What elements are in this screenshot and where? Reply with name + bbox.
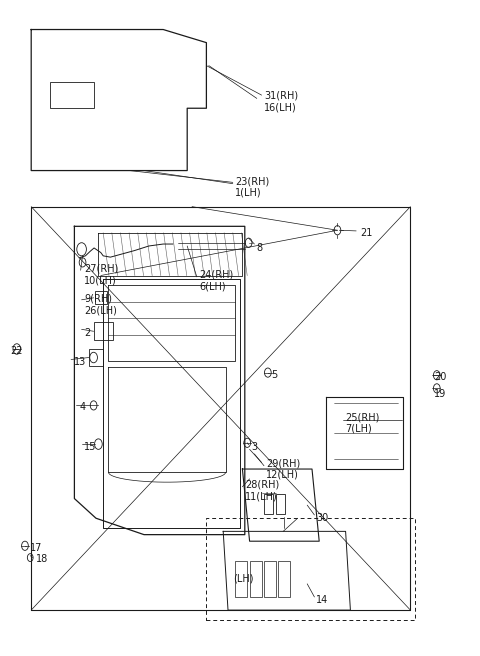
Text: 14: 14 xyxy=(316,595,328,605)
Text: 21: 21 xyxy=(360,228,372,238)
Text: 28(RH)
11(LH): 28(RH) 11(LH) xyxy=(245,480,279,501)
Bar xyxy=(264,561,276,597)
Text: 4: 4 xyxy=(79,401,85,412)
Text: 18: 18 xyxy=(36,554,48,564)
Text: (LH): (LH) xyxy=(233,573,253,584)
Text: 29(RH)
12(LH): 29(RH) 12(LH) xyxy=(266,459,300,480)
Text: 8: 8 xyxy=(257,243,263,253)
Bar xyxy=(95,291,107,304)
Text: 17: 17 xyxy=(30,543,42,553)
Bar xyxy=(206,518,415,620)
Bar xyxy=(89,349,103,365)
Text: 20: 20 xyxy=(434,372,447,382)
Bar xyxy=(50,82,94,108)
Text: 27(RH)
10(LH): 27(RH) 10(LH) xyxy=(84,264,119,285)
Text: 19: 19 xyxy=(434,388,447,399)
Text: 24(RH)
6(LH): 24(RH) 6(LH) xyxy=(199,270,233,291)
Bar xyxy=(250,561,262,597)
Bar xyxy=(94,322,113,340)
Text: 25(RH)
7(LH): 25(RH) 7(LH) xyxy=(346,413,380,434)
Text: 22: 22 xyxy=(11,346,23,356)
Text: 31(RH)
16(LH): 31(RH) 16(LH) xyxy=(264,91,298,112)
Bar xyxy=(276,494,285,514)
Text: 30: 30 xyxy=(317,513,329,523)
Text: 2: 2 xyxy=(84,328,90,338)
Text: 3: 3 xyxy=(252,442,258,453)
Bar xyxy=(235,561,247,597)
Text: 15: 15 xyxy=(84,442,96,453)
Text: 23(RH)
1(LH): 23(RH) 1(LH) xyxy=(235,176,269,197)
Text: 5: 5 xyxy=(271,370,277,380)
Bar xyxy=(278,561,290,597)
Text: 13: 13 xyxy=(74,357,87,367)
Bar xyxy=(264,494,273,514)
Text: 9(RH)
26(LH): 9(RH) 26(LH) xyxy=(84,294,117,315)
